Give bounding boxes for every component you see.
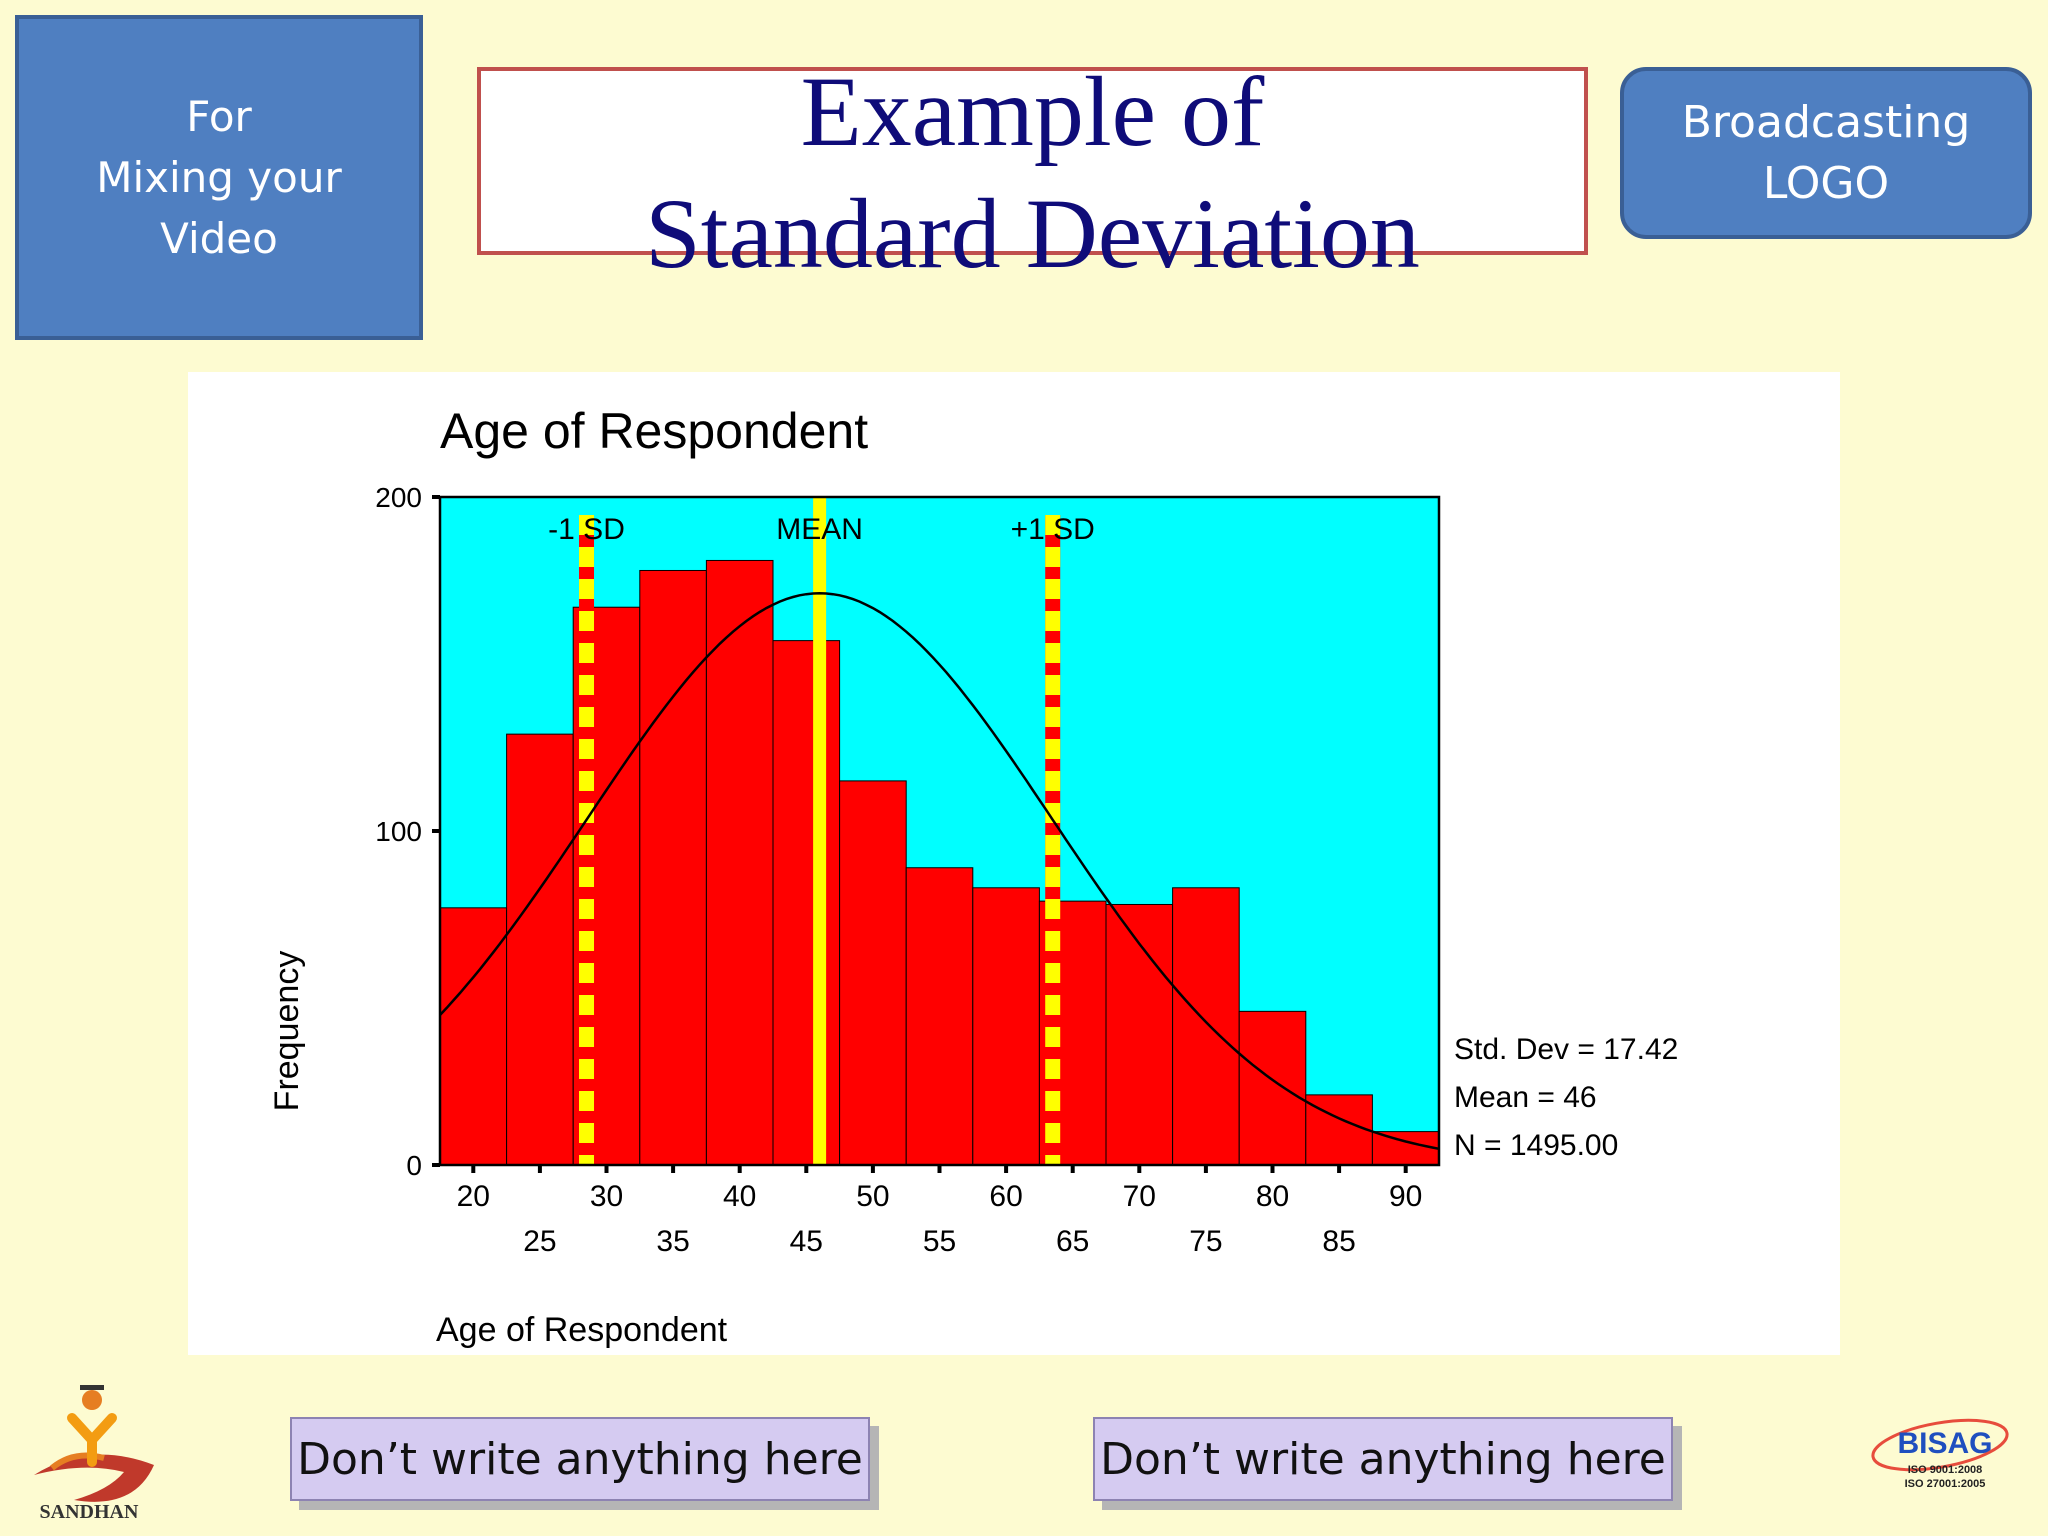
histogram-bar: [772, 640, 841, 1166]
y-tick-label: 200: [375, 482, 422, 513]
y-axis-label: Frequency: [268, 951, 306, 1112]
x-tick-label: 35: [656, 1225, 689, 1258]
bisag-logo-text: BISAG: [1897, 1427, 1992, 1460]
page-title: Example of Standard Deviation: [645, 56, 1420, 289]
note-box-right: Don’t write anything here: [1093, 1417, 1673, 1501]
reference-line-label: MEAN: [776, 513, 863, 546]
histogram-bar: [1105, 903, 1174, 1166]
x-tick-label: 40: [723, 1180, 756, 1213]
bisag-logo: BISAG ISO 9001:2008 ISO 27001:2005: [1871, 1418, 2009, 1490]
histogram-bar: [972, 887, 1040, 1166]
broadcasting-logo-box: Broadcasting LOGO: [1620, 67, 2032, 239]
bisag-iso-1: ISO 9001:2008: [1908, 1464, 1983, 1476]
sandhan-logo: SANDHAN: [34, 1385, 154, 1520]
reference-line-label: -1 SD: [548, 513, 625, 546]
histogram-bar: [1172, 887, 1240, 1166]
x-tick-label: 55: [923, 1225, 956, 1258]
normal-curve: [439, 591, 1440, 1151]
note-box-left: Don’t write anything here: [290, 1417, 870, 1501]
histogram-bar: [705, 559, 774, 1166]
x-tick-label: 85: [1322, 1225, 1355, 1258]
histogram-bar: [639, 569, 707, 1166]
title-box: Example of Standard Deviation: [477, 56, 1588, 289]
histogram-bar: [1371, 1131, 1440, 1166]
x-tick-label: 90: [1389, 1180, 1422, 1213]
x-tick-label: 45: [790, 1225, 823, 1258]
sandhan-logo-text: SANDHAN: [40, 1501, 139, 1520]
x-tick-label: 80: [1256, 1180, 1289, 1213]
reference-line-label: +1 SD: [1011, 513, 1095, 546]
x-tick-label: 65: [1056, 1225, 1089, 1258]
x-tick-label: 50: [856, 1180, 889, 1213]
y-tick-label: 0: [406, 1150, 422, 1181]
histogram-chart: Age of Respondent -1 SD MEAN +1 SD 0 100 200 20…: [268, 403, 1678, 1349]
y-tick-label: 100: [375, 816, 422, 847]
histogram-bar: [1305, 1094, 1373, 1166]
x-tick-label: 60: [989, 1180, 1022, 1213]
x-axis-label: Age of Respondent: [436, 1311, 728, 1349]
mixing-video-box: For Mixing your Video: [15, 15, 423, 340]
stats-text: Std. Dev = 17.42: [1454, 1033, 1678, 1066]
histogram-bar: [506, 733, 574, 1166]
histogram-bar: [905, 867, 974, 1166]
x-tick-label: 75: [1189, 1225, 1222, 1258]
histogram-bar: [839, 780, 907, 1166]
histogram-bar: [1238, 1010, 1307, 1166]
bisag-iso-2: ISO 27001:2005: [1905, 1478, 1986, 1490]
x-tick-label: 20: [457, 1180, 490, 1213]
x-tick-label: 25: [523, 1225, 556, 1258]
chart-title: Age of Respondent: [440, 403, 868, 459]
stats-text: N = 1495.00: [1454, 1129, 1618, 1162]
x-tick-label: 30: [590, 1180, 623, 1213]
stats-text: Mean = 46: [1454, 1081, 1597, 1114]
x-tick-label: 70: [1123, 1180, 1156, 1213]
